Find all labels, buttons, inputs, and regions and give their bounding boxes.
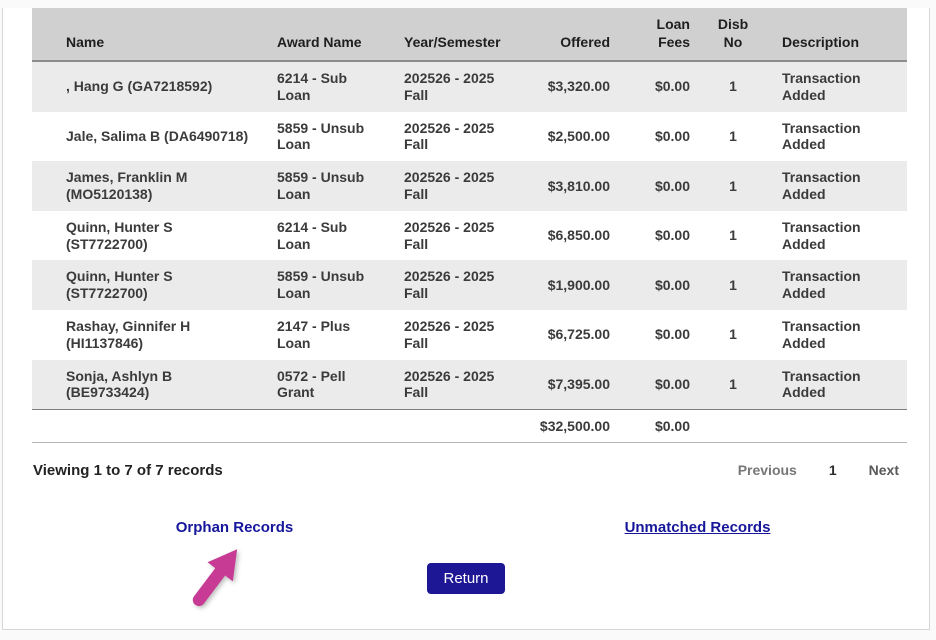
table-cell: $6,850.00	[547, 227, 610, 244]
return-row: Return	[3, 563, 929, 595]
table-cell: Rashay, Ginnifer H (HI1137846)	[66, 317, 191, 351]
table-cell: Transaction Added	[782, 367, 861, 401]
pager: Previous 1 Next	[738, 462, 899, 478]
table-cell: 1	[729, 326, 737, 343]
table-cell: Sonja, Ashlyn B (BE9733424)	[66, 367, 173, 401]
pagination-bar: Viewing 1 to 7 of 7 records Previous 1 N…	[33, 455, 899, 485]
table-row: , Hang G (GA7218592) 6214 - Sub Loan 20252…	[32, 61, 907, 112]
unmatched-records-link[interactable]: Unmatched Records	[624, 519, 771, 537]
table-row: Quinn, Hunter S (ST7722700) 6214 - Sub Lo…	[32, 210, 907, 261]
table-cell: 202526 - 2025 Fall	[404, 119, 495, 153]
table-cell: $0.00	[654, 177, 690, 194]
table-cell: Jale, Salima B (DA6490718)	[66, 127, 249, 144]
table-cell: Transaction Added	[782, 70, 861, 103]
table-cell: 202526 - 2025 Fall	[404, 268, 495, 302]
table-cell: Transaction Added	[782, 119, 861, 153]
footer-links: Orphan Records Unmatched Records	[3, 519, 929, 537]
table-cell: 5859 - Unsub Loan	[277, 169, 365, 202]
return-button[interactable]: Return	[427, 563, 505, 595]
table-cell: 6214 - Sub Loan	[277, 218, 348, 252]
table-row: Quinn, Hunter S (ST7722700) 5859 - Unsub …	[32, 260, 907, 310]
table-row: Rashay, Ginnifer H (HI1137846) 2147 - Plu…	[32, 309, 907, 360]
orphan-records-link[interactable]: Orphan Records	[175, 519, 294, 537]
column-header-name: Name	[32, 8, 267, 62]
totals-spacer-right	[702, 409, 907, 444]
table-cell: $6,725.00	[547, 326, 610, 343]
table-cell: $0.00	[654, 326, 690, 343]
table-cell: 1	[729, 375, 737, 392]
table-cell: 1	[729, 78, 737, 95]
totals-row: $32,500.00 $0.00	[32, 409, 907, 444]
unmatched-records-cell: Unmatched Records	[466, 519, 929, 537]
table-cell: $2,500.00	[547, 127, 610, 144]
table-cell: $0.00	[654, 127, 690, 144]
table-cell: Quinn, Hunter S (ST7722700)	[66, 218, 173, 252]
total-loan-fees: $0.00	[622, 409, 702, 444]
table-cell: 1	[729, 276, 737, 293]
table-cell: 202526 - 2025 Fall	[404, 169, 495, 202]
column-header-award-name: Award Name	[267, 8, 394, 62]
totals-spacer	[32, 409, 518, 444]
table-cell: Transaction Added	[782, 317, 861, 351]
table-cell: $7,395.00	[547, 375, 610, 392]
column-header-year-semester: Year/Semester	[394, 8, 518, 62]
table-cell: 5859 - Unsub Loan	[277, 119, 365, 153]
records-summary: Viewing 1 to 7 of 7 records	[33, 461, 223, 479]
table-cell: Transaction Added	[782, 218, 861, 252]
table-cell: 0572 - Pell Grant	[277, 367, 346, 401]
table-cell: , Hang G (GA7218592)	[66, 78, 213, 95]
table-cell: $0.00	[654, 375, 690, 392]
table-cell: Quinn, Hunter S (ST7722700)	[66, 268, 173, 302]
table-cell: 6214 - Sub Loan	[277, 70, 348, 103]
table-cell: 1	[729, 227, 737, 244]
table-cell: Transaction Added	[782, 268, 861, 302]
records-tbody: , Hang G (GA7218592) 6214 - Sub Loan 20252…	[32, 61, 907, 410]
previous-page-button[interactable]: Previous	[737, 462, 797, 479]
table-cell: 202526 - 2025 Fall	[404, 218, 495, 252]
table-cell: 202526 - 2025 Fall	[404, 70, 495, 103]
column-header-disb-no: Disb No	[702, 8, 764, 62]
table-cell: 202526 - 2025 Fall	[404, 317, 495, 351]
table-row: James, Franklin M (MO5120138) 5859 - Unsu…	[32, 161, 907, 211]
column-header-description: Description	[764, 8, 907, 62]
table-cell: $0.00	[654, 276, 690, 293]
column-header-offered: Offered	[518, 8, 622, 62]
records-table: Name Award Name Year/Semester Offered Lo…	[32, 8, 907, 444]
table-row: Sonja, Ashlyn B (BE9733424) 0572 - Pell G…	[32, 359, 907, 410]
column-header-loan-fees: Loan Fees	[622, 8, 702, 62]
orphan-records-cell: Orphan Records	[3, 519, 466, 537]
table-cell: 2147 - Plus Loan	[277, 317, 351, 351]
table-row: Jale, Salima B (DA6490718) 5859 - Unsub L…	[32, 111, 907, 162]
table-cell: 1	[729, 127, 737, 144]
next-page-button[interactable]: Next	[868, 462, 899, 479]
table-cell: 1	[729, 177, 737, 194]
table-cell: $3,810.00	[547, 177, 610, 194]
table-cell: 5859 - Unsub Loan	[277, 268, 365, 302]
table-cell: $1,900.00	[547, 276, 610, 293]
current-page-number[interactable]: 1	[828, 462, 837, 479]
total-offered: $32,500.00	[518, 409, 622, 444]
table-cell: $0.00	[654, 227, 690, 244]
table-cell: $3,320.00	[547, 78, 610, 95]
records-panel: Name Award Name Year/Semester Offered Lo…	[2, 8, 930, 630]
table-cell: Transaction Added	[782, 169, 861, 202]
table-cell: 202526 - 2025 Fall	[404, 367, 495, 401]
table-cell: $0.00	[654, 78, 690, 95]
table-cell: James, Franklin M (MO5120138)	[66, 169, 188, 202]
table-header-row: Name Award Name Year/Semester Offered Lo…	[32, 8, 907, 62]
